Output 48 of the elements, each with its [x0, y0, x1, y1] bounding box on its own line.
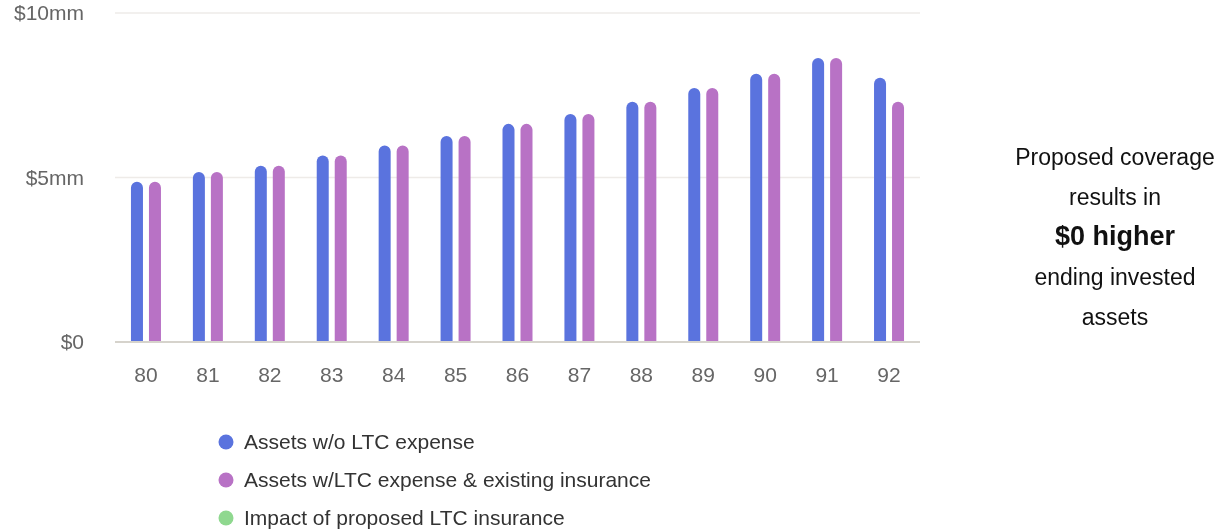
bar — [148, 181, 161, 342]
x-tick-label: 92 — [877, 363, 901, 386]
y-tick-label: $5mm — [25, 165, 84, 189]
bar — [440, 136, 453, 342]
x-tick-label: 84 — [381, 363, 406, 386]
bar — [768, 73, 781, 342]
x-tick-label: 81 — [196, 363, 220, 386]
bar — [334, 155, 347, 342]
bar — [396, 145, 409, 342]
bar — [892, 101, 905, 342]
x-tick-label: 89 — [691, 363, 715, 386]
bar — [582, 114, 595, 342]
x-tick-label: 88 — [629, 363, 654, 386]
bar — [874, 77, 887, 342]
legend-label: Assets w/o LTC expense — [244, 430, 475, 454]
bar — [644, 101, 657, 342]
x-tick-label: 91 — [815, 363, 839, 386]
bar — [520, 123, 533, 342]
bar — [830, 58, 843, 342]
x-tick-label: 87 — [567, 363, 592, 386]
legend-label: Impact of proposed LTC insurance — [244, 506, 565, 530]
text: $0 higher — [1054, 221, 1176, 251]
bar — [706, 88, 719, 342]
x-tick-label: 85 — [443, 363, 468, 386]
x-tick-label: 80 — [134, 363, 158, 386]
y-tick-label: $0 — [60, 330, 84, 354]
x-tick-label: 86 — [505, 363, 530, 386]
bar — [192, 171, 205, 342]
bar — [626, 101, 639, 342]
x-tick-label: 90 — [753, 363, 777, 386]
bar — [812, 58, 825, 342]
bar — [688, 88, 701, 342]
bar — [750, 73, 763, 342]
bar — [316, 155, 329, 342]
bar — [502, 123, 515, 342]
bar — [378, 145, 391, 342]
bar — [272, 165, 285, 342]
bar — [254, 165, 267, 342]
bar — [130, 181, 143, 342]
x-tick-label: 82 — [258, 363, 282, 386]
text: Proposed coverage results in — [1015, 144, 1215, 210]
x-tick-label: 83 — [320, 363, 344, 386]
bar — [210, 171, 223, 342]
y-tick-label: $10mm — [13, 1, 84, 25]
bar — [458, 136, 471, 342]
legend-label: Assets w/LTC expense & existing insurance — [244, 468, 651, 492]
bar — [564, 114, 577, 342]
text: ending invested assets — [1034, 264, 1196, 330]
